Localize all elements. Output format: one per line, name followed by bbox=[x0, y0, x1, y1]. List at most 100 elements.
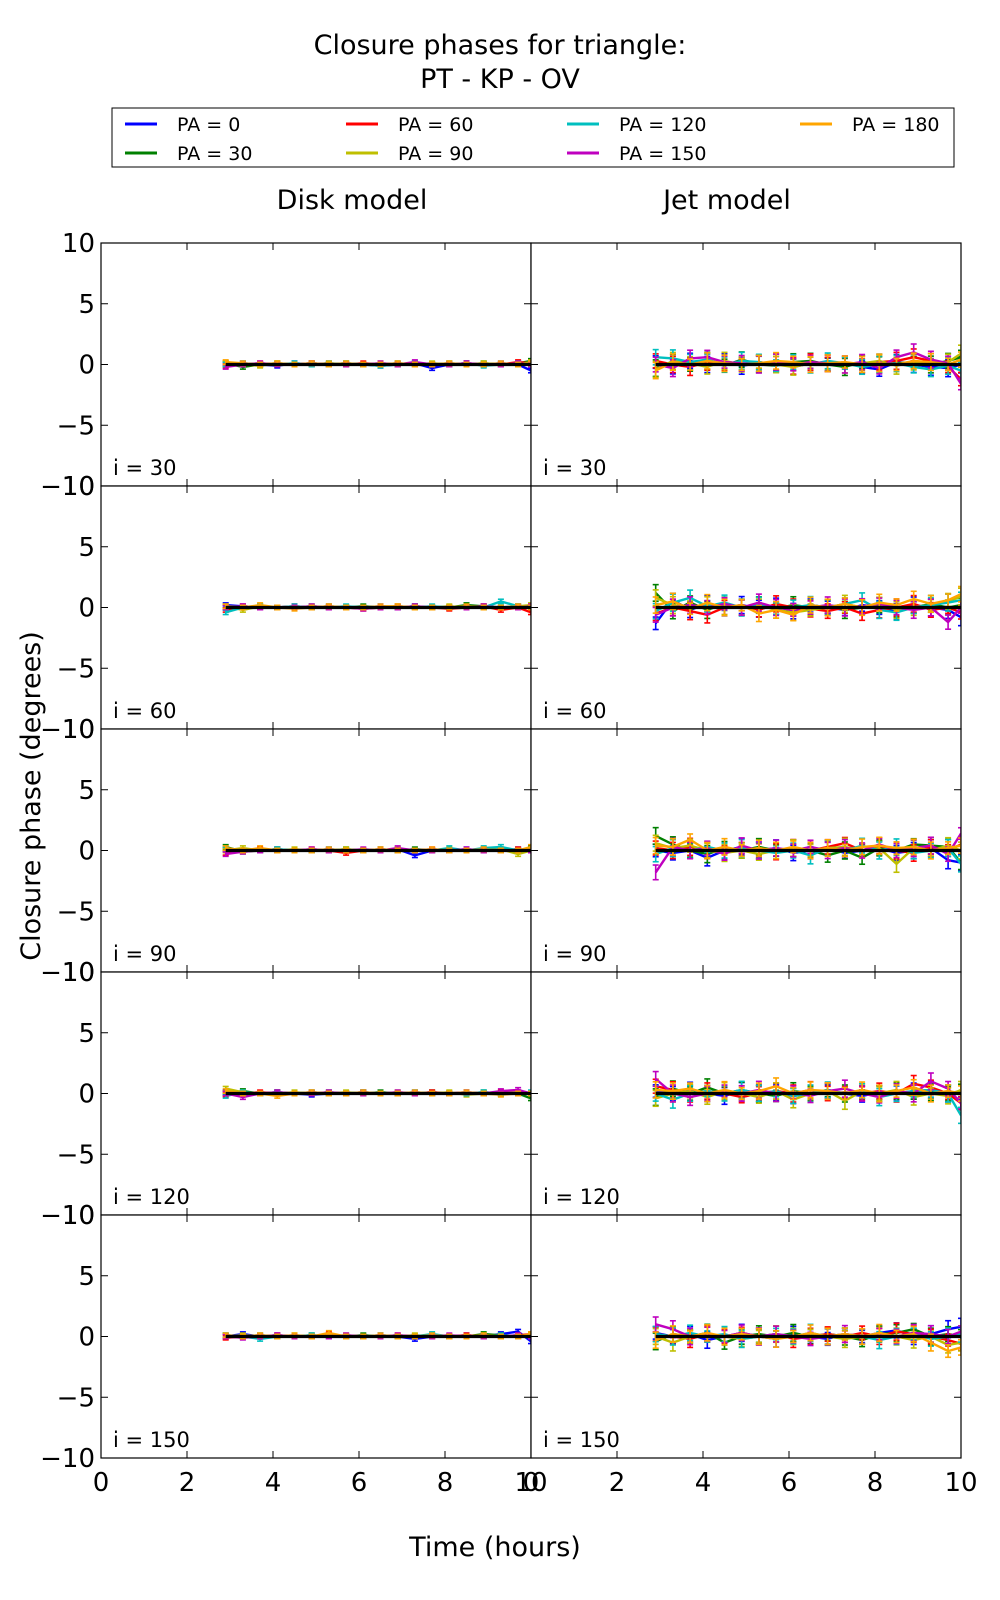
panel-r2-c1: −10 −5 0 5 10 i = 60 bbox=[40, 472, 532, 745]
inclination-label: i = 150 bbox=[113, 1428, 190, 1452]
inclination-label: i = 60 bbox=[543, 699, 607, 723]
y-tick-label: 10 bbox=[62, 472, 95, 502]
panel-r5-c2: 0 2 4 6 8 10 i = 150 bbox=[523, 1214, 978, 1498]
inclination-label: i = 60 bbox=[113, 699, 177, 723]
y-tick-label: 10 bbox=[62, 958, 95, 988]
error-bar bbox=[652, 1331, 659, 1350]
y-tick-label: 10 bbox=[62, 229, 95, 259]
y-tick-label: 0 bbox=[78, 1080, 95, 1110]
error-bar bbox=[824, 838, 831, 858]
y-tick-label: −5 bbox=[57, 654, 95, 684]
y-tick-label: 5 bbox=[78, 776, 95, 806]
x-tick-label: 8 bbox=[437, 1468, 454, 1498]
x-tick-label: 6 bbox=[351, 1468, 368, 1498]
x-tick-label: 2 bbox=[609, 1468, 626, 1498]
y-tick-label: 10 bbox=[62, 715, 95, 745]
legend-label-2: PA = 30 bbox=[177, 143, 252, 165]
series-7 bbox=[652, 1323, 961, 1359]
inclination-label: i = 120 bbox=[113, 1185, 190, 1209]
error-bar bbox=[945, 1344, 952, 1359]
inclination-label: i = 90 bbox=[113, 942, 177, 966]
error-bar bbox=[755, 1082, 762, 1100]
y-tick-label: 5 bbox=[78, 533, 95, 563]
error-bar bbox=[958, 1339, 961, 1356]
error-bar bbox=[958, 841, 961, 860]
panel-r4-c1: −10 −5 0 5 10 i = 120 bbox=[40, 958, 532, 1231]
error-bar bbox=[773, 351, 780, 370]
error-bar bbox=[958, 371, 961, 387]
x-tick-label: 6 bbox=[781, 1468, 798, 1498]
y-tick-label: 10 bbox=[62, 1201, 95, 1231]
y-tick-label: 0 bbox=[78, 351, 95, 381]
error-bar bbox=[773, 1329, 780, 1348]
panel-r3-c1: −10 −5 0 5 10 i = 90 bbox=[40, 715, 532, 988]
error-bar bbox=[704, 352, 711, 370]
error-bar bbox=[958, 837, 961, 855]
error-bar bbox=[893, 841, 900, 855]
inclination-label: i = 90 bbox=[543, 942, 607, 966]
y-tick-label: −5 bbox=[57, 411, 95, 441]
y-tick-label: −5 bbox=[57, 1383, 95, 1413]
panel-r1-c2: i = 30 bbox=[530, 242, 962, 487]
error-bar bbox=[669, 1325, 676, 1344]
legend-frame bbox=[111, 107, 955, 168]
legend: PA = 0 PA = 30 PA = 60 PA = 90 PA = 120 PA = … bbox=[111, 107, 955, 168]
error-bar bbox=[927, 352, 934, 372]
error-bar bbox=[807, 1081, 814, 1099]
error-bar bbox=[721, 837, 728, 856]
panel-r4-c2: i = 120 bbox=[530, 971, 962, 1216]
error-bar bbox=[958, 1096, 961, 1110]
error-bar bbox=[958, 1106, 961, 1125]
error-bar bbox=[958, 585, 961, 603]
legend-label-7: PA = 180 bbox=[852, 114, 940, 136]
column-title-jet: Jet model bbox=[661, 185, 791, 216]
y-tick-label: 5 bbox=[78, 290, 95, 320]
error-bar bbox=[528, 1090, 531, 1097]
error-bar bbox=[893, 598, 900, 612]
error-bar bbox=[958, 855, 961, 873]
y-tick-label: −10 bbox=[40, 472, 95, 502]
error-bar bbox=[704, 1324, 711, 1342]
error-bar bbox=[773, 600, 780, 619]
inclination-label: i = 150 bbox=[543, 1428, 620, 1452]
error-bar bbox=[807, 596, 814, 614]
panel-grid: −10 −5 0 5 10 i = 30 i = 30 −10 −5 0 5 10 i = 60 i = … bbox=[40, 229, 977, 1498]
legend-label-1: PA = 0 bbox=[177, 114, 240, 136]
error-bar bbox=[958, 377, 961, 391]
error-bar bbox=[876, 1323, 883, 1342]
error-bar bbox=[669, 353, 676, 372]
x-tick-label: 2 bbox=[179, 1468, 196, 1498]
x-axis-label: Time (hours) bbox=[408, 1532, 581, 1563]
figure-title-line1: Closure phases for triangle: bbox=[314, 30, 687, 61]
error-bar bbox=[893, 1084, 900, 1098]
error-bar bbox=[927, 594, 934, 614]
legend-label-6: PA = 150 bbox=[619, 143, 707, 165]
error-bar bbox=[669, 1082, 676, 1101]
figure-title-line2: PT - KP - OV bbox=[420, 64, 580, 95]
error-bar bbox=[687, 833, 694, 846]
error-bar bbox=[807, 1324, 814, 1342]
error-bar bbox=[652, 864, 659, 881]
error-bar bbox=[958, 587, 961, 606]
legend-label-4: PA = 90 bbox=[398, 143, 473, 165]
error-bar bbox=[958, 826, 961, 841]
error-bar bbox=[652, 596, 659, 614]
x-tick-label: 4 bbox=[695, 1468, 712, 1498]
error-bar bbox=[721, 1080, 728, 1099]
error-bar bbox=[497, 598, 504, 605]
error-bar bbox=[528, 367, 531, 374]
legend-label-3: PA = 60 bbox=[398, 114, 473, 136]
error-bar bbox=[945, 1084, 952, 1099]
inclination-label: i = 30 bbox=[543, 456, 607, 480]
error-bar bbox=[824, 1081, 831, 1101]
y-tick-label: −5 bbox=[57, 897, 95, 927]
y-tick-label: −5 bbox=[57, 1140, 95, 1170]
error-bar bbox=[528, 604, 531, 611]
x-tick-label: 4 bbox=[265, 1468, 282, 1498]
inclination-label: i = 120 bbox=[543, 1185, 620, 1209]
x-tick-label: 10 bbox=[514, 1468, 547, 1498]
y-tick-label: 5 bbox=[78, 1262, 95, 1292]
error-bar bbox=[945, 614, 952, 630]
